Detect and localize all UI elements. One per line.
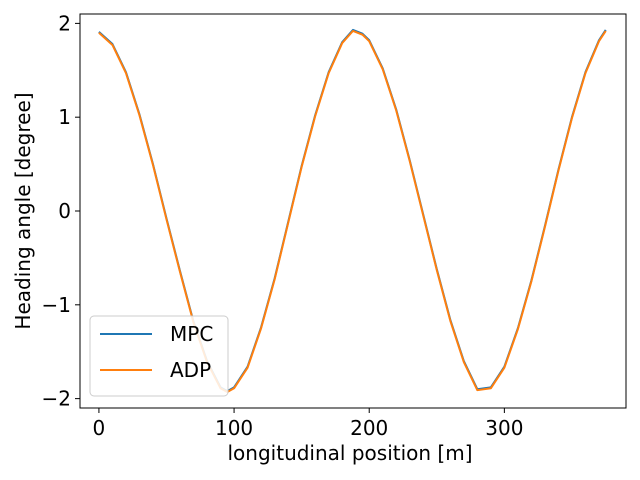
y-tick-label: 2: [58, 11, 71, 35]
y-tick-label: −2: [42, 387, 71, 411]
legend-box: [89, 315, 229, 397]
legend-label-adp: ADP: [170, 358, 211, 382]
x-tick-label: 300: [485, 416, 523, 440]
legend: MPC ADP: [89, 315, 229, 397]
y-tick-label: 0: [58, 199, 71, 223]
y-axis-label: Heading angle [degree]: [11, 92, 35, 329]
x-axis-label: longitudinal position [m]: [228, 441, 473, 465]
x-tick-label: 0: [93, 416, 106, 440]
legend-label-mpc: MPC: [170, 322, 213, 346]
y-tick-label: −1: [42, 293, 71, 317]
y-axis-ticks: −2 −1 0 1 2: [42, 11, 80, 411]
series-line-adp: [98, 29, 607, 394]
series-layer: [98, 28, 607, 394]
x-axis-ticks: 0 100 200 300: [93, 408, 523, 440]
x-tick-label: 100: [215, 416, 253, 440]
y-tick-label: 1: [58, 105, 71, 129]
x-tick-label: 200: [350, 416, 388, 440]
